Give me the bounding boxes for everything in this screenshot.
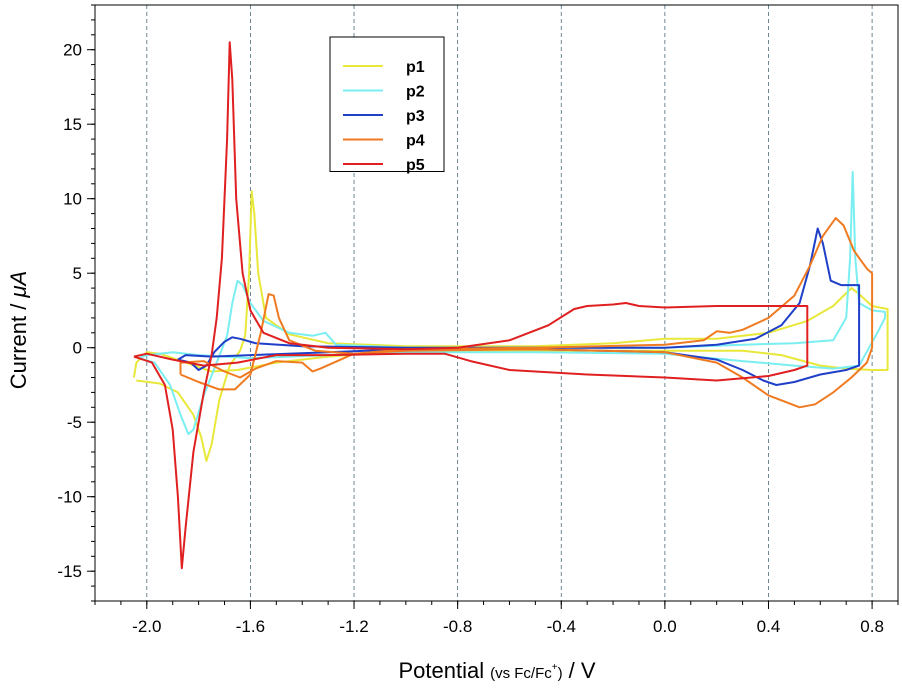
y-axis-title: Current / μA [6, 271, 31, 389]
y-tick-label: -5 [67, 413, 82, 432]
axis-ticks: -2.0 -1.6 -1.2 -0.8 -0.4 0.0 0.4 0.8 -15 -10 -5 0 5 1… [57, 4, 899, 636]
y-tick-label: 10 [63, 190, 82, 209]
grid-lines [146, 5, 873, 601]
legend-label-p1: p1 [406, 59, 425, 76]
series-lines [132, 41, 889, 570]
x-tick-label: -0.8 [443, 617, 472, 636]
plot-frame [94, 4, 899, 602]
legend-label-p3: p3 [406, 108, 425, 125]
legend-label-p5: p5 [406, 157, 425, 174]
x-tick-label: -2.0 [132, 617, 161, 636]
x-axis-title: Potential (vs Fc/Fc+) / V [398, 658, 595, 683]
series-line-p2 [138, 170, 886, 436]
x-tick-label: 0.0 [653, 617, 677, 636]
y-tick-label: 0 [73, 339, 82, 358]
y-tick-label: 20 [63, 41, 82, 60]
x-tick-label: 0.8 [860, 617, 884, 636]
series-line-p1 [132, 190, 889, 462]
y-tick-label: 15 [63, 115, 82, 134]
x-tick-label: -1.6 [236, 617, 265, 636]
y-tick-label: 5 [73, 264, 82, 283]
y-tick-label: -15 [57, 562, 82, 581]
legend-label-p2: p2 [406, 84, 425, 101]
legend-label-p4: p4 [406, 133, 425, 150]
legend-box [329, 36, 445, 172]
x-tick-label: -0.4 [547, 617, 576, 636]
x-tick-label: -1.2 [339, 617, 368, 636]
series-line-p4 [179, 217, 874, 409]
x-tick-label: 0.4 [757, 617, 781, 636]
legend: p1 p2 p3 p4 p5 [329, 36, 445, 174]
series-line-p5 [133, 41, 809, 570]
y-tick-label: -10 [57, 488, 82, 507]
